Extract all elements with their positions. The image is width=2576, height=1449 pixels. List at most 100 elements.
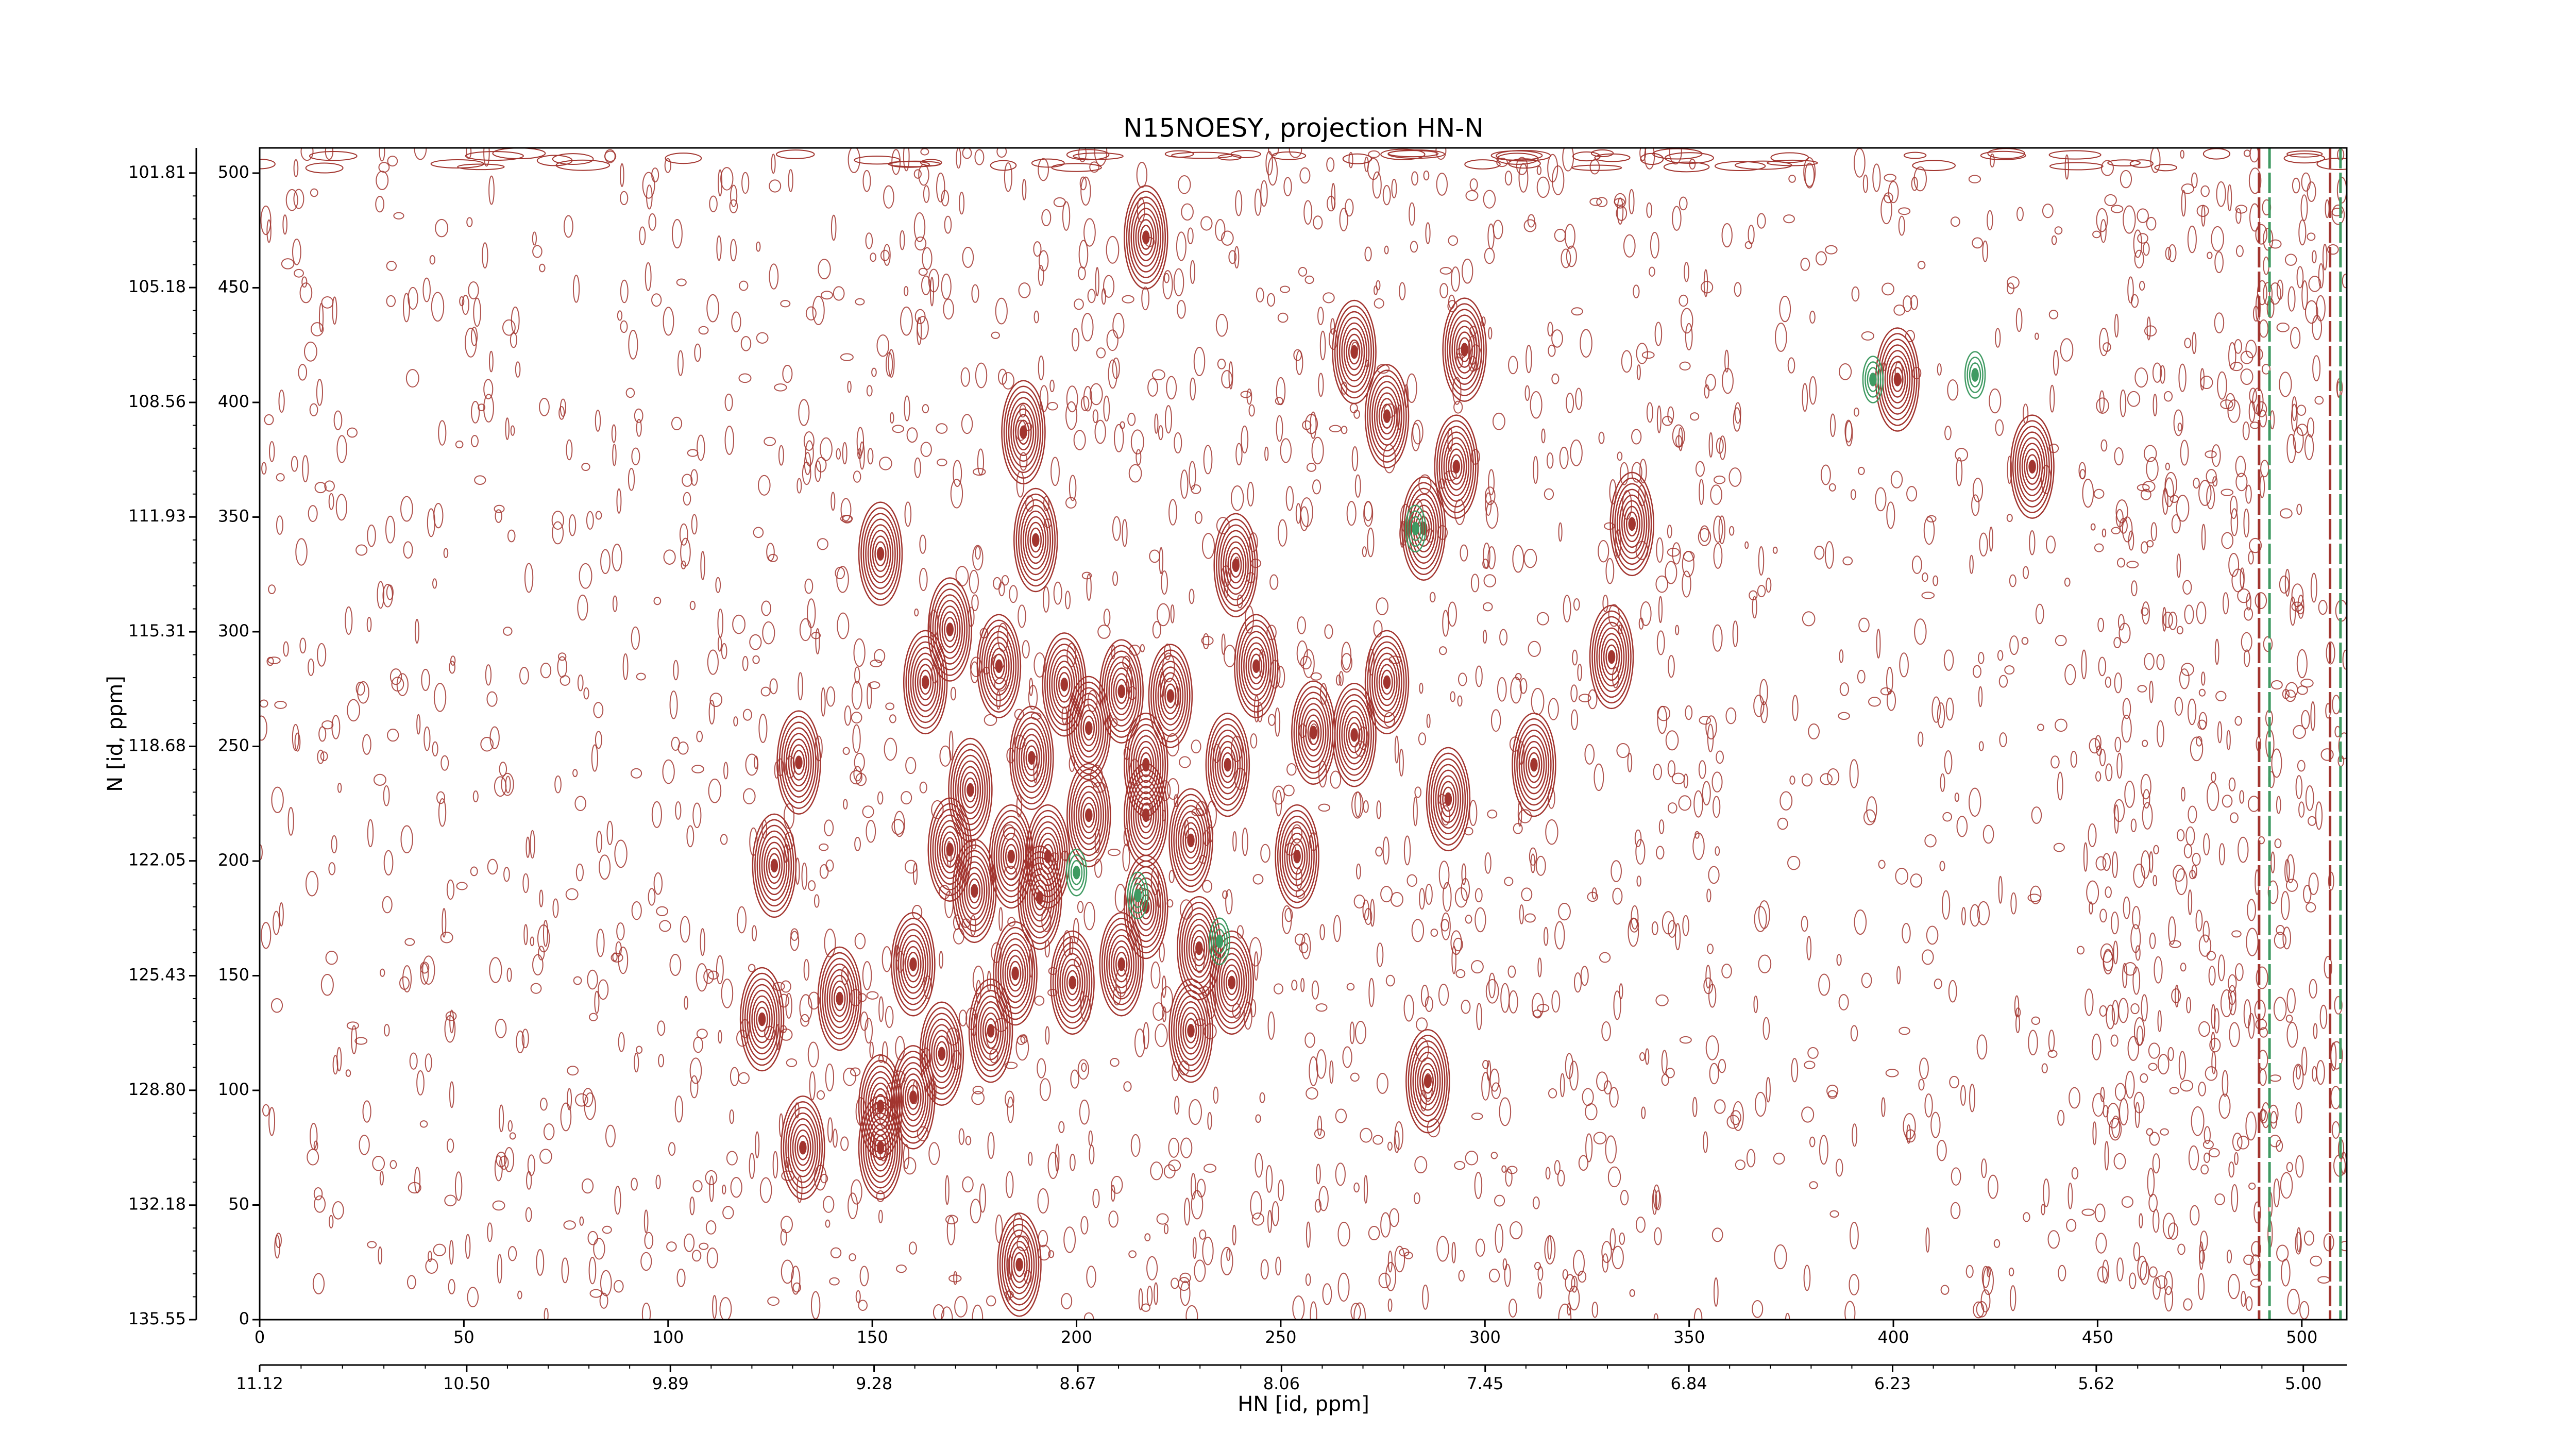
noise-contour [2130, 818, 2137, 833]
noise-contour [1488, 1269, 1500, 1283]
noise-contour [2245, 484, 2252, 504]
peak [1364, 364, 1410, 468]
y-tick-label: 100 [218, 1080, 249, 1099]
noise-contour [2153, 394, 2158, 417]
noise-contour [615, 941, 622, 957]
noise-contour [1496, 149, 1551, 162]
noise-contour [2239, 790, 2245, 804]
noise-contour [505, 417, 510, 441]
noise-contour [1005, 1090, 1014, 1108]
noise-contour [271, 786, 284, 813]
noise-contour [2190, 1205, 2200, 1226]
noise-contour [819, 864, 829, 879]
ppm-y-tick-label: 135.55 [128, 1309, 186, 1328]
noise-contour [1163, 1164, 1176, 1178]
contour-level [998, 827, 1024, 886]
noise-contour [1646, 402, 1653, 423]
peak [993, 921, 1038, 1026]
noise-contour [1969, 554, 1974, 574]
noise-contour [816, 457, 827, 473]
noise-contour [403, 541, 413, 559]
noise-contour [1757, 213, 1766, 229]
noise-contour [914, 309, 926, 324]
contour-level [1129, 877, 1146, 914]
noise-contour [969, 569, 979, 594]
noise-contour [1170, 604, 1175, 624]
noise-contour [2121, 714, 2132, 743]
noise-contour [684, 1233, 695, 1252]
noise-contour [1807, 1047, 1819, 1059]
noise-contour [1309, 1056, 1318, 1086]
noise-contour [691, 514, 698, 535]
noise-contour [636, 1046, 643, 1054]
noise-contour [954, 1295, 968, 1318]
noise-contour [1367, 527, 1375, 558]
noise-contour [1122, 295, 1134, 304]
noise-contour [1754, 906, 1767, 932]
noise-contour [2148, 1063, 2158, 1071]
noise-contour [1419, 888, 1425, 910]
contour-level [1142, 808, 1150, 822]
noise-contour [1150, 1161, 1163, 1181]
noise-contour [1108, 359, 1117, 389]
noise-contour [1202, 986, 1210, 997]
noise-contour [466, 217, 473, 227]
noise-contour [2244, 607, 2253, 621]
noise-contour [1607, 1166, 1621, 1188]
noise-contour [1753, 995, 1758, 1014]
contour-level [1187, 833, 1195, 848]
noise-contour [2221, 532, 2234, 549]
noise-contour [1228, 361, 1233, 390]
noise-contour [853, 766, 862, 782]
contour-level [1168, 788, 1213, 893]
contour-level [1000, 832, 1022, 881]
noise-contour [970, 661, 979, 683]
noise-contour [870, 252, 877, 262]
noise-contour [2174, 697, 2183, 716]
noise-contour [2069, 1087, 2081, 1109]
noise-contour [1442, 882, 1452, 912]
contour-level [1064, 964, 1081, 1001]
contour-level [1867, 367, 1879, 392]
noise-contour [1881, 1097, 1886, 1117]
contour-level [1069, 768, 1109, 862]
contour-level [1001, 380, 1046, 485]
noise-contour [2217, 954, 2225, 982]
noise-contour [299, 637, 307, 654]
noise-contour [1103, 275, 1115, 298]
noise-contour [2103, 949, 2113, 975]
noise-contour [1898, 207, 1911, 215]
noise-contour [1300, 978, 1305, 992]
noise-contour [2297, 760, 2306, 772]
noise-contour [269, 441, 275, 462]
contour-level [944, 617, 956, 642]
noise-contour [1633, 284, 1640, 298]
noise-contour [1213, 1086, 1219, 1104]
peak [952, 838, 997, 943]
noise-contour [1711, 771, 1723, 793]
noise-contour [1475, 665, 1483, 687]
peak [1001, 380, 1046, 485]
contour-level [1066, 970, 1079, 996]
noise-contour [1703, 977, 1714, 995]
contour-level [1008, 397, 1039, 468]
noise-contour [1705, 374, 1716, 391]
noise-contour [409, 1052, 418, 1070]
noise-contour [2124, 962, 2137, 976]
contour-level [1348, 339, 1361, 365]
contour-level [1286, 832, 1308, 881]
noise-contour [1820, 773, 1833, 785]
noise-contour [1623, 234, 1636, 258]
noise-contour [2222, 795, 2233, 808]
contour-level [1135, 213, 1157, 261]
plot-frame [259, 147, 2348, 1321]
contour-level [1305, 714, 1322, 751]
contour-level [1275, 804, 1319, 909]
noise-contour [1081, 1063, 1087, 1072]
noise-contour [2086, 880, 2099, 905]
noise-contour [372, 1156, 385, 1171]
noise-contour [2133, 1091, 2145, 1114]
noise-contour [2307, 232, 2316, 241]
noise-contour [941, 273, 952, 300]
noise-contour [405, 369, 419, 387]
